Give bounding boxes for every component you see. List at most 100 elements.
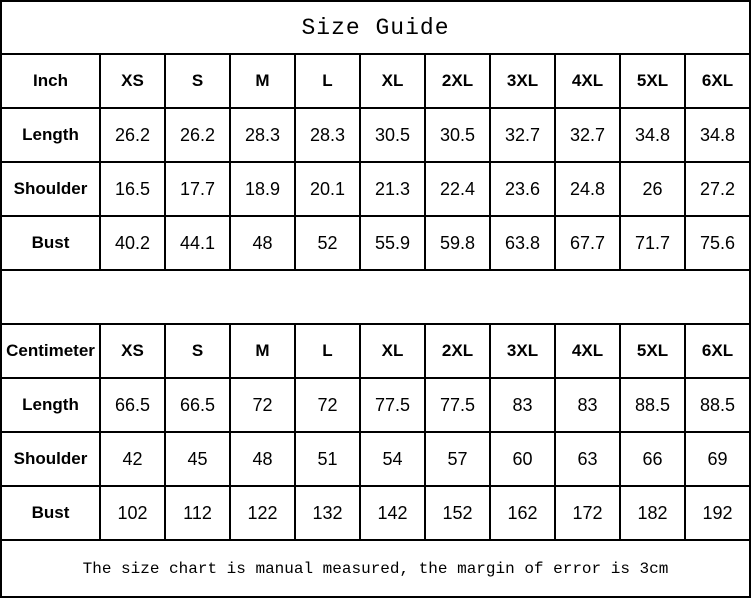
size-column-header: L [294, 323, 361, 379]
size-value-cell: 69 [684, 431, 751, 487]
size-value-cell: 34.8 [684, 107, 751, 163]
size-value-cell: 45 [164, 431, 231, 487]
size-value-cell: 21.3 [359, 161, 426, 217]
row-label-length: Length [0, 377, 101, 433]
size-column-header: XS [99, 323, 166, 379]
size-value-cell: 122 [229, 485, 296, 541]
size-column-header: L [294, 53, 361, 109]
size-value-cell: 132 [294, 485, 361, 541]
size-value-cell: 63.8 [489, 215, 556, 271]
footer-row: The size chart is manual measured, the m… [0, 539, 751, 598]
size-value-cell: 75.6 [684, 215, 751, 271]
size-value-cell: 72 [229, 377, 296, 433]
size-column-header: 3XL [489, 323, 556, 379]
row-label-shoulder: Shoulder [0, 161, 101, 217]
page-title: Size Guide [0, 0, 751, 55]
size-value-cell: 23.6 [489, 161, 556, 217]
spacer-cell [0, 269, 751, 325]
footer-note: The size chart is manual measured, the m… [0, 539, 751, 598]
size-value-cell: 16.5 [99, 161, 166, 217]
size-value-cell: 30.5 [424, 107, 491, 163]
size-value-cell: 66 [619, 431, 686, 487]
size-value-cell: 54 [359, 431, 426, 487]
size-value-cell: 48 [229, 215, 296, 271]
row-label-bust: Bust [0, 485, 101, 541]
size-value-cell: 182 [619, 485, 686, 541]
size-value-cell: 18.9 [229, 161, 296, 217]
size-column-header: 3XL [489, 53, 556, 109]
centimeter-length-row: Length 66.5 66.5 72 72 77.5 77.5 83 83 88.5 88.5 [0, 377, 751, 433]
size-value-cell: 66.5 [164, 377, 231, 433]
size-value-cell: 112 [164, 485, 231, 541]
inch-bust-row: Bust 40.2 44.1 48 52 55.9 59.8 63.8 67.7 71.7 75.… [0, 215, 751, 271]
size-column-header: S [164, 323, 231, 379]
size-value-cell: 162 [489, 485, 556, 541]
size-value-cell: 28.3 [294, 107, 361, 163]
size-value-cell: 88.5 [619, 377, 686, 433]
size-column-header: S [164, 53, 231, 109]
size-column-header: M [229, 53, 296, 109]
size-column-header: XL [359, 323, 426, 379]
size-value-cell: 142 [359, 485, 426, 541]
size-value-cell: 32.7 [489, 107, 556, 163]
size-value-cell: 27.2 [684, 161, 751, 217]
row-label-shoulder: Shoulder [0, 431, 101, 487]
size-value-cell: 67.7 [554, 215, 621, 271]
size-value-cell: 77.5 [359, 377, 426, 433]
size-value-cell: 28.3 [229, 107, 296, 163]
size-value-cell: 192 [684, 485, 751, 541]
size-column-header: XS [99, 53, 166, 109]
size-column-header: 6XL [684, 323, 751, 379]
size-column-header: XL [359, 53, 426, 109]
size-value-cell: 60 [489, 431, 556, 487]
row-label-length: Length [0, 107, 101, 163]
size-value-cell: 48 [229, 431, 296, 487]
size-value-cell: 42 [99, 431, 166, 487]
size-value-cell: 20.1 [294, 161, 361, 217]
size-value-cell: 22.4 [424, 161, 491, 217]
inch-length-row: Length 26.2 26.2 28.3 28.3 30.5 30.5 32.7 32.7 3… [0, 107, 751, 163]
size-value-cell: 63 [554, 431, 621, 487]
size-value-cell: 83 [554, 377, 621, 433]
size-value-cell: 51 [294, 431, 361, 487]
inch-shoulder-row: Shoulder 16.5 17.7 18.9 20.1 21.3 22.4 23.6 24.… [0, 161, 751, 217]
size-value-cell: 30.5 [359, 107, 426, 163]
size-value-cell: 57 [424, 431, 491, 487]
spacer-row [0, 269, 751, 325]
row-label-bust: Bust [0, 215, 101, 271]
size-column-header: 4XL [554, 323, 621, 379]
size-value-cell: 32.7 [554, 107, 621, 163]
size-value-cell: 24.8 [554, 161, 621, 217]
size-column-header: 4XL [554, 53, 621, 109]
size-value-cell: 77.5 [424, 377, 491, 433]
size-value-cell: 26.2 [99, 107, 166, 163]
size-value-cell: 59.8 [424, 215, 491, 271]
centimeter-bust-row: Bust 102 112 122 132 142 152 162 172 182 192 [0, 485, 751, 541]
unit-label-centimeter: Centimeter [0, 323, 101, 379]
size-column-header: 6XL [684, 53, 751, 109]
size-value-cell: 71.7 [619, 215, 686, 271]
size-column-header: 2XL [424, 53, 491, 109]
size-value-cell: 34.8 [619, 107, 686, 163]
size-value-cell: 44.1 [164, 215, 231, 271]
size-column-header: M [229, 323, 296, 379]
size-value-cell: 172 [554, 485, 621, 541]
centimeter-header-row: Centimeter XS S M L XL 2XL 3XL 4XL 5XL 6XL [0, 323, 751, 379]
size-value-cell: 72 [294, 377, 361, 433]
size-column-header: 5XL [619, 323, 686, 379]
size-value-cell: 88.5 [684, 377, 751, 433]
size-value-cell: 55.9 [359, 215, 426, 271]
size-value-cell: 26 [619, 161, 686, 217]
centimeter-shoulder-row: Shoulder 42 45 48 51 54 57 60 63 66 69 [0, 431, 751, 487]
size-value-cell: 17.7 [164, 161, 231, 217]
size-value-cell: 152 [424, 485, 491, 541]
inch-header-row: Inch XS S M L XL 2XL 3XL 4XL 5XL 6XL [0, 53, 751, 109]
size-value-cell: 52 [294, 215, 361, 271]
title-row: Size Guide [0, 0, 751, 55]
size-value-cell: 83 [489, 377, 556, 433]
size-column-header: 2XL [424, 323, 491, 379]
size-column-header: 5XL [619, 53, 686, 109]
size-value-cell: 66.5 [99, 377, 166, 433]
size-value-cell: 102 [99, 485, 166, 541]
